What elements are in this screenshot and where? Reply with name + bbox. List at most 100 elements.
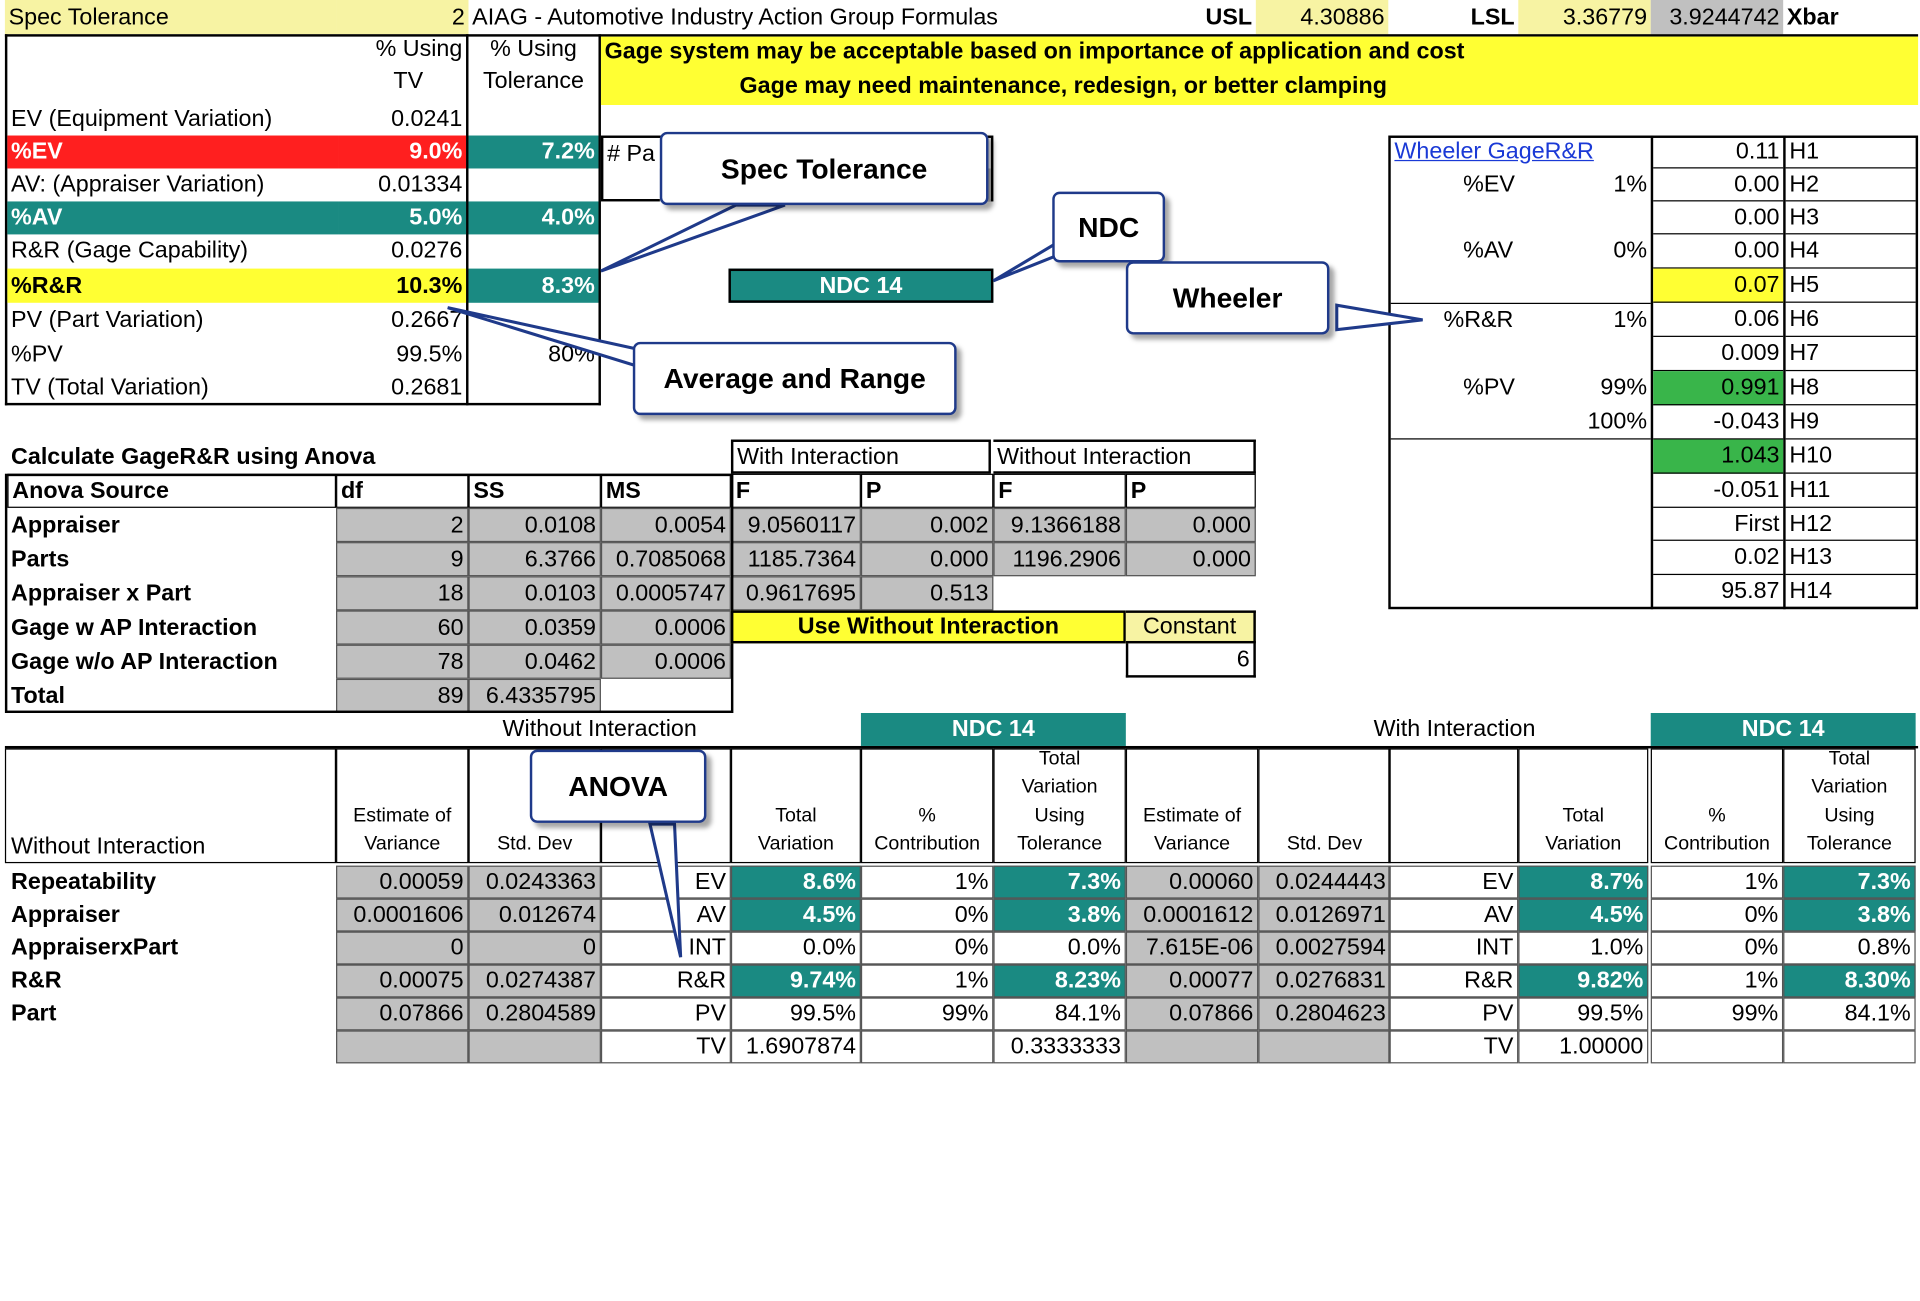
- anova-value[interactable]: 6.4335795: [468, 678, 601, 714]
- anova-value[interactable]: 0.000: [860, 542, 994, 577]
- avg-row-tv[interactable]: 0.2681: [391, 374, 463, 401]
- without-result-cell[interactable]: [860, 1030, 994, 1064]
- anova-value[interactable]: 0.513: [860, 576, 994, 611]
- without-result-cell[interactable]: 99%: [860, 997, 994, 1031]
- avg-row-tv[interactable]: 0.0276: [391, 238, 463, 264]
- without-result-cell[interactable]: INT: [600, 931, 731, 965]
- avg-row-tv[interactable]: 0.2667: [391, 307, 463, 333]
- without-result-cell[interactable]: 8.6%: [730, 865, 861, 899]
- with-result-cell[interactable]: EV: [1388, 865, 1519, 899]
- spec-tolerance-label[interactable]: Spec Tolerance: [4, 0, 337, 35]
- without-result-cell[interactable]: 84.1%: [993, 997, 1126, 1031]
- anova-value[interactable]: 9.1366188: [993, 507, 1126, 543]
- with-result-cell[interactable]: R&R: [1388, 964, 1519, 998]
- spec-tolerance-value[interactable]: 2: [336, 0, 469, 35]
- wheeler-h-value[interactable]: 0.02: [1653, 541, 1784, 576]
- with-result-cell[interactable]: 0.2804623: [1258, 997, 1391, 1031]
- without-result-cell[interactable]: 0%: [860, 931, 994, 965]
- anova-value[interactable]: 18: [336, 576, 469, 611]
- without-result-cell[interactable]: 0.07866: [336, 997, 469, 1031]
- without-result-cell[interactable]: 0: [468, 931, 601, 965]
- wheeler-h-value[interactable]: 0.991: [1653, 371, 1784, 406]
- wheeler-h-value[interactable]: 0.07: [1653, 268, 1784, 303]
- wheeler-h-value[interactable]: 0.00: [1653, 201, 1784, 235]
- without-result-cell[interactable]: 3.8%: [993, 898, 1126, 932]
- with-result-cell[interactable]: 0.00060: [1125, 865, 1259, 899]
- wheeler-link-text[interactable]: Wheeler GageR&R: [1394, 139, 1594, 165]
- avg-row-tol[interactable]: 7.2%: [468, 135, 599, 169]
- with-result-cell[interactable]: 0%: [1650, 931, 1784, 965]
- without-result-cell[interactable]: 0.0001606: [336, 898, 469, 932]
- without-result-cell[interactable]: 0: [336, 931, 469, 965]
- wheeler-h-value[interactable]: 95.87: [1653, 575, 1784, 609]
- anova-value[interactable]: 6.3766: [468, 542, 601, 577]
- wheeler-h-value[interactable]: 1.043: [1653, 439, 1784, 474]
- avg-row-tv[interactable]: 9.0%: [338, 135, 467, 169]
- with-result-cell[interactable]: 1%: [1650, 964, 1784, 998]
- without-result-cell[interactable]: 1%: [860, 865, 994, 899]
- without-result-cell[interactable]: 0.00059: [336, 865, 469, 899]
- without-result-cell[interactable]: R&R: [600, 964, 731, 998]
- anova-value[interactable]: 0.000: [1125, 507, 1256, 543]
- anova-value[interactable]: 9.0560117: [730, 507, 861, 543]
- wheeler-h-value[interactable]: 0.00: [1653, 168, 1784, 202]
- with-result-cell[interactable]: 1.0%: [1518, 931, 1649, 965]
- with-result-cell[interactable]: 0.0126971: [1258, 898, 1391, 932]
- without-result-cell[interactable]: TV: [600, 1030, 731, 1064]
- with-result-cell[interactable]: PV: [1388, 997, 1519, 1031]
- anova-value[interactable]: 9: [336, 542, 469, 577]
- without-result-cell[interactable]: 9.74%: [730, 964, 861, 998]
- xbar-value[interactable]: 3.9244742: [1650, 0, 1784, 35]
- anova-value[interactable]: 2: [336, 507, 469, 543]
- without-result-cell[interactable]: [468, 1030, 601, 1064]
- avg-row-tv[interactable]: 5.0%: [338, 201, 467, 235]
- usl-value[interactable]: 4.30886: [1255, 0, 1389, 35]
- wheeler-h-value[interactable]: -0.043: [1653, 405, 1784, 440]
- anova-value[interactable]: 89: [336, 678, 469, 714]
- avg-row-tv[interactable]: 0.0241: [391, 106, 463, 132]
- without-result-cell[interactable]: 1%: [860, 964, 994, 998]
- with-result-cell[interactable]: 8.30%: [1783, 964, 1916, 998]
- with-result-cell[interactable]: [1650, 1030, 1784, 1064]
- lsl-value[interactable]: 3.36779: [1518, 0, 1651, 35]
- wheeler-h-value[interactable]: 0.06: [1653, 303, 1784, 337]
- with-result-cell[interactable]: 84.1%: [1783, 997, 1916, 1031]
- with-result-cell[interactable]: 99.5%: [1518, 997, 1649, 1031]
- without-result-cell[interactable]: 0.0%: [730, 931, 861, 965]
- constant-value[interactable]: 6: [1125, 643, 1256, 678]
- wheeler-h-value[interactable]: -0.051: [1653, 474, 1784, 508]
- without-result-cell[interactable]: 0.00075: [336, 964, 469, 998]
- wheeler-h-value[interactable]: 0.00: [1653, 234, 1784, 269]
- with-result-cell[interactable]: 1%: [1650, 865, 1784, 899]
- without-result-cell[interactable]: 0.2804589: [468, 997, 601, 1031]
- without-result-cell[interactable]: 7.3%: [993, 865, 1126, 899]
- without-result-cell[interactable]: 8.23%: [993, 964, 1126, 998]
- anova-value[interactable]: 0.0006: [600, 644, 731, 679]
- without-result-cell[interactable]: 0.012674: [468, 898, 601, 932]
- wheeler-h-value[interactable]: 0.11: [1653, 136, 1784, 169]
- with-result-cell[interactable]: 4.5%: [1518, 898, 1649, 932]
- with-result-cell[interactable]: 3.8%: [1783, 898, 1916, 932]
- with-result-cell[interactable]: 7.3%: [1783, 865, 1916, 899]
- wheeler-h-value[interactable]: 0.009: [1653, 337, 1784, 372]
- anova-value[interactable]: 0.0103: [468, 576, 601, 611]
- with-result-cell[interactable]: 0.0027594: [1258, 931, 1391, 965]
- avg-row-tol[interactable]: 4.0%: [468, 201, 599, 235]
- with-result-cell[interactable]: TV: [1388, 1030, 1519, 1064]
- wheeler-link[interactable]: Wheeler GageR&R: [1391, 136, 1651, 169]
- with-result-cell[interactable]: 9.82%: [1518, 964, 1649, 998]
- with-result-cell[interactable]: 8.7%: [1518, 865, 1649, 899]
- anova-value[interactable]: 1185.7364: [730, 542, 861, 577]
- use-without-interaction-button[interactable]: Use Without Interaction: [730, 610, 1126, 644]
- anova-value[interactable]: 0.7085068: [600, 542, 731, 577]
- anova-value[interactable]: 0.000: [1125, 542, 1256, 577]
- anova-value[interactable]: 78: [336, 644, 469, 679]
- with-result-cell[interactable]: 0.8%: [1783, 931, 1916, 965]
- ndc-box[interactable]: NDC 14: [728, 268, 994, 303]
- anova-value[interactable]: 0.002: [860, 507, 994, 543]
- with-result-cell[interactable]: [1125, 1030, 1259, 1064]
- without-result-cell[interactable]: 0.0274387: [468, 964, 601, 998]
- with-result-cell[interactable]: AV: [1388, 898, 1519, 932]
- with-result-cell[interactable]: INT: [1388, 931, 1519, 965]
- anova-value[interactable]: 0.0359: [468, 610, 601, 645]
